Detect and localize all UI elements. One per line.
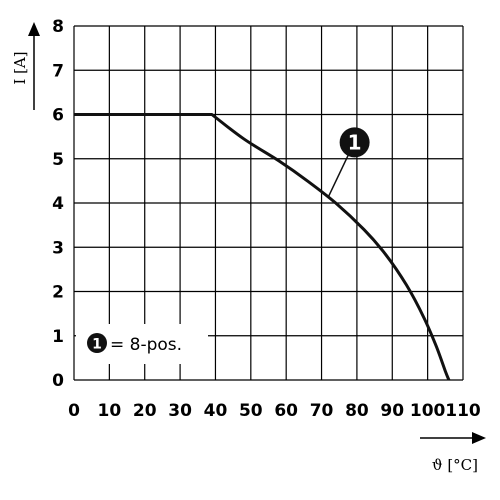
callout: 1 <box>327 127 370 197</box>
x-tick-labels: 0 10 20 30 40 50 60 70 80 90 100 110 <box>68 401 481 421</box>
x-tick-label: 70 <box>310 401 334 421</box>
series-line <box>74 113 451 381</box>
y-tick-label: 1 <box>52 327 64 347</box>
legend-badge-icon <box>87 333 107 353</box>
y-axis-label: I [A] <box>11 51 29 84</box>
legend-text: = 8-pos. <box>110 335 182 355</box>
x-tick-label: 50 <box>239 401 263 421</box>
callout-leader <box>327 154 350 197</box>
y-tick-label: 3 <box>52 238 64 258</box>
callout-badge-icon <box>339 127 370 158</box>
x-axis-label: ϑ [°C] <box>432 456 478 474</box>
y-axis-title: I [A] <box>11 22 40 110</box>
x-tick-label: 20 <box>133 401 157 421</box>
legend: 1 = 8-pos. <box>76 324 208 364</box>
x-axis-arrow-icon <box>472 432 486 444</box>
x-axis-title: ϑ [°C] <box>420 432 486 474</box>
y-tick-label: 5 <box>52 150 64 170</box>
x-tick-label: 90 <box>380 401 404 421</box>
y-tick-label: 0 <box>52 371 64 391</box>
x-tick-label: 30 <box>168 401 192 421</box>
x-tick-label: 0 <box>68 401 80 421</box>
y-tick-labels: 0 1 2 3 4 5 6 7 8 <box>52 17 64 391</box>
x-tick-label: 110 <box>445 401 481 421</box>
y-tick-label: 7 <box>52 61 64 81</box>
grid-lines <box>73 25 464 381</box>
x-tick-label: 100 <box>410 401 446 421</box>
x-tick-label: 80 <box>345 401 369 421</box>
y-tick-label: 8 <box>52 17 64 37</box>
x-tick-label: 10 <box>98 401 122 421</box>
y-tick-label: 6 <box>52 106 64 126</box>
y-tick-label: 2 <box>52 283 64 303</box>
x-tick-label: 60 <box>274 401 298 421</box>
y-axis-arrow-icon <box>28 22 40 36</box>
callout-badge-label: 1 <box>348 130 362 154</box>
legend-badge-label: 1 <box>92 337 102 353</box>
x-tick-label: 40 <box>204 401 228 421</box>
y-tick-label: 4 <box>52 194 64 214</box>
